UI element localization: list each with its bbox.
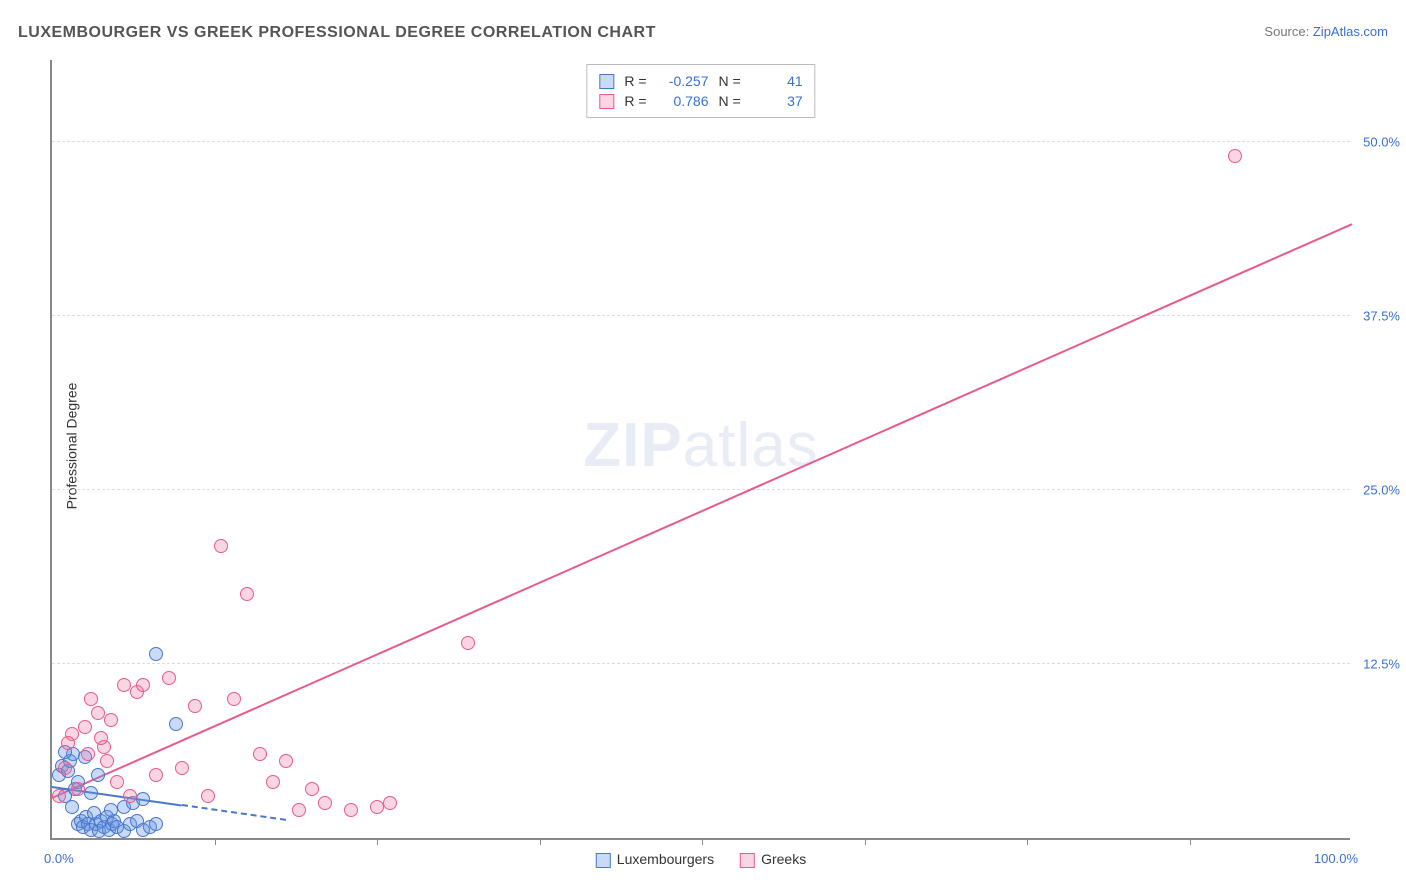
legend-swatch	[596, 853, 611, 868]
data-point	[104, 713, 118, 727]
data-point	[117, 678, 131, 692]
data-point	[91, 768, 105, 782]
data-point	[84, 786, 98, 800]
x-tick	[1027, 838, 1028, 845]
legend-swatch	[599, 94, 614, 109]
x-tick	[1190, 838, 1191, 845]
data-point	[175, 761, 189, 775]
legend-item: Greeks	[740, 851, 806, 868]
stats-row: R = -0.257 N = 41	[599, 71, 802, 91]
stats-n-value: 37	[751, 93, 803, 109]
data-point	[149, 647, 163, 661]
watermark: ZIPatlas	[583, 410, 818, 481]
gridline	[52, 141, 1350, 142]
data-point	[65, 800, 79, 814]
y-tick-label: 50.0%	[1352, 134, 1400, 149]
data-point	[201, 789, 215, 803]
data-point	[149, 817, 163, 831]
gridline	[52, 315, 1350, 316]
legend-swatch	[740, 853, 755, 868]
plot-area: ZIPatlas 0.0% 100.0% R =-0.257N =41R =0.…	[50, 60, 1350, 840]
legend-label: Greeks	[761, 851, 806, 867]
x-tick	[865, 838, 866, 845]
source-link[interactable]: ZipAtlas.com	[1313, 24, 1388, 39]
data-point	[383, 796, 397, 810]
data-point	[266, 775, 280, 789]
stats-n-label: N =	[719, 93, 741, 109]
data-point	[227, 692, 241, 706]
data-point	[52, 789, 66, 803]
data-point	[81, 747, 95, 761]
y-tick-label: 12.5%	[1352, 656, 1400, 671]
data-point	[292, 803, 306, 817]
legend-label: Luxembourgers	[617, 851, 714, 867]
data-point	[162, 671, 176, 685]
x-tick	[702, 838, 703, 845]
stats-n-label: N =	[719, 73, 741, 89]
stats-r-label: R =	[624, 93, 646, 109]
x-tick	[215, 838, 216, 845]
data-point	[240, 587, 254, 601]
gridline	[52, 663, 1350, 664]
data-point	[318, 796, 332, 810]
data-point	[305, 782, 319, 796]
x-tick	[540, 838, 541, 845]
x-axis-max-label: 100.0%	[1314, 851, 1358, 866]
data-point	[78, 720, 92, 734]
stats-r-label: R =	[624, 73, 646, 89]
trend-line	[182, 804, 286, 821]
legend-item: Luxembourgers	[596, 851, 714, 868]
x-axis-min-label: 0.0%	[44, 851, 74, 866]
data-point	[344, 803, 358, 817]
data-point	[136, 678, 150, 692]
stats-r-value: 0.786	[657, 93, 709, 109]
stats-row: R = 0.786 N = 37	[599, 91, 802, 111]
chart-container: LUXEMBOURGER VS GREEK PROFESSIONAL DEGRE…	[0, 0, 1406, 892]
gridline	[52, 489, 1350, 490]
data-point	[253, 747, 267, 761]
data-point	[94, 731, 108, 745]
data-point	[370, 800, 384, 814]
stats-legend-box: R = -0.257 N = 41 R = 0.786 N = 37	[586, 64, 815, 118]
y-tick-label: 37.5%	[1352, 308, 1400, 323]
data-point	[91, 706, 105, 720]
data-point	[188, 699, 202, 713]
stats-n-value: 41	[751, 73, 803, 89]
trend-line	[52, 223, 1353, 799]
source-label: Source:	[1264, 24, 1309, 39]
source-attribution: Source: ZipAtlas.com	[1264, 24, 1388, 39]
data-point	[123, 789, 137, 803]
y-tick-label: 25.0%	[1352, 482, 1400, 497]
data-point	[71, 782, 85, 796]
stats-r-value: -0.257	[657, 73, 709, 89]
x-tick	[377, 838, 378, 845]
watermark-bold: ZIP	[583, 411, 682, 480]
legend-bottom: Luxembourgers Greeks	[596, 851, 806, 868]
data-point	[100, 754, 114, 768]
data-point	[104, 803, 118, 817]
data-point	[149, 768, 163, 782]
data-point	[1228, 149, 1242, 163]
legend-swatch	[599, 74, 614, 89]
data-point	[169, 717, 183, 731]
data-point	[461, 636, 475, 650]
data-point	[136, 792, 150, 806]
chart-title: LUXEMBOURGER VS GREEK PROFESSIONAL DEGRE…	[18, 24, 656, 42]
data-point	[279, 754, 293, 768]
data-point	[110, 775, 124, 789]
data-point	[61, 736, 75, 750]
data-point	[58, 761, 72, 775]
data-point	[214, 539, 228, 553]
data-point	[84, 692, 98, 706]
